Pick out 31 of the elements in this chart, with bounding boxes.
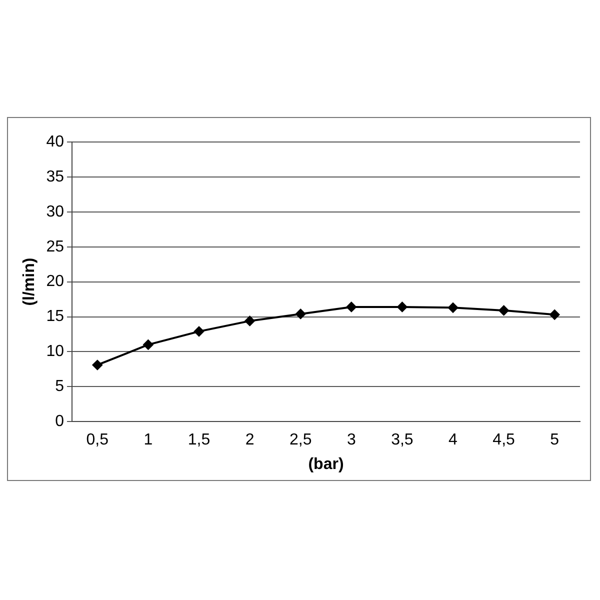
- x-axis-title: (bar): [308, 456, 344, 473]
- point: [296, 308, 306, 319]
- point: [498, 305, 509, 316]
- point: [143, 340, 154, 350]
- y-tick-label: 25: [46, 238, 64, 256]
- x-tick-label: 5: [550, 432, 560, 449]
- x-tick-label: 2: [245, 432, 254, 449]
- y-axis-title: (l/min): [21, 258, 38, 306]
- x-tick-label: 3,5: [391, 432, 414, 449]
- y-tick-label: 15: [46, 308, 64, 326]
- x-tick-label: 1,5: [188, 432, 210, 449]
- y-tick-label: 0: [55, 413, 64, 430]
- point: [550, 310, 560, 320]
- y-tick-label: 5: [55, 378, 64, 396]
- point: [92, 360, 102, 370]
- y-tick-label: 10: [46, 343, 64, 360]
- x-tick-label: 4,5: [492, 432, 516, 449]
- point: [346, 302, 356, 312]
- x-tick-label: 0,5: [86, 432, 109, 449]
- point: [448, 302, 458, 313]
- y-tick-label: 30: [46, 203, 64, 220]
- point: [244, 316, 255, 326]
- point: [397, 302, 408, 312]
- x-tick-label: 3: [346, 432, 356, 449]
- x-tick-label: 2,5: [289, 432, 312, 449]
- y-tick-label: 20: [46, 273, 64, 290]
- point: [194, 326, 204, 336]
- y-tick-label: 40: [46, 133, 64, 150]
- y-tick-label: 35: [46, 168, 64, 186]
- x-tick-label: 1: [144, 432, 153, 449]
- x-tick-label: 4: [448, 432, 458, 449]
